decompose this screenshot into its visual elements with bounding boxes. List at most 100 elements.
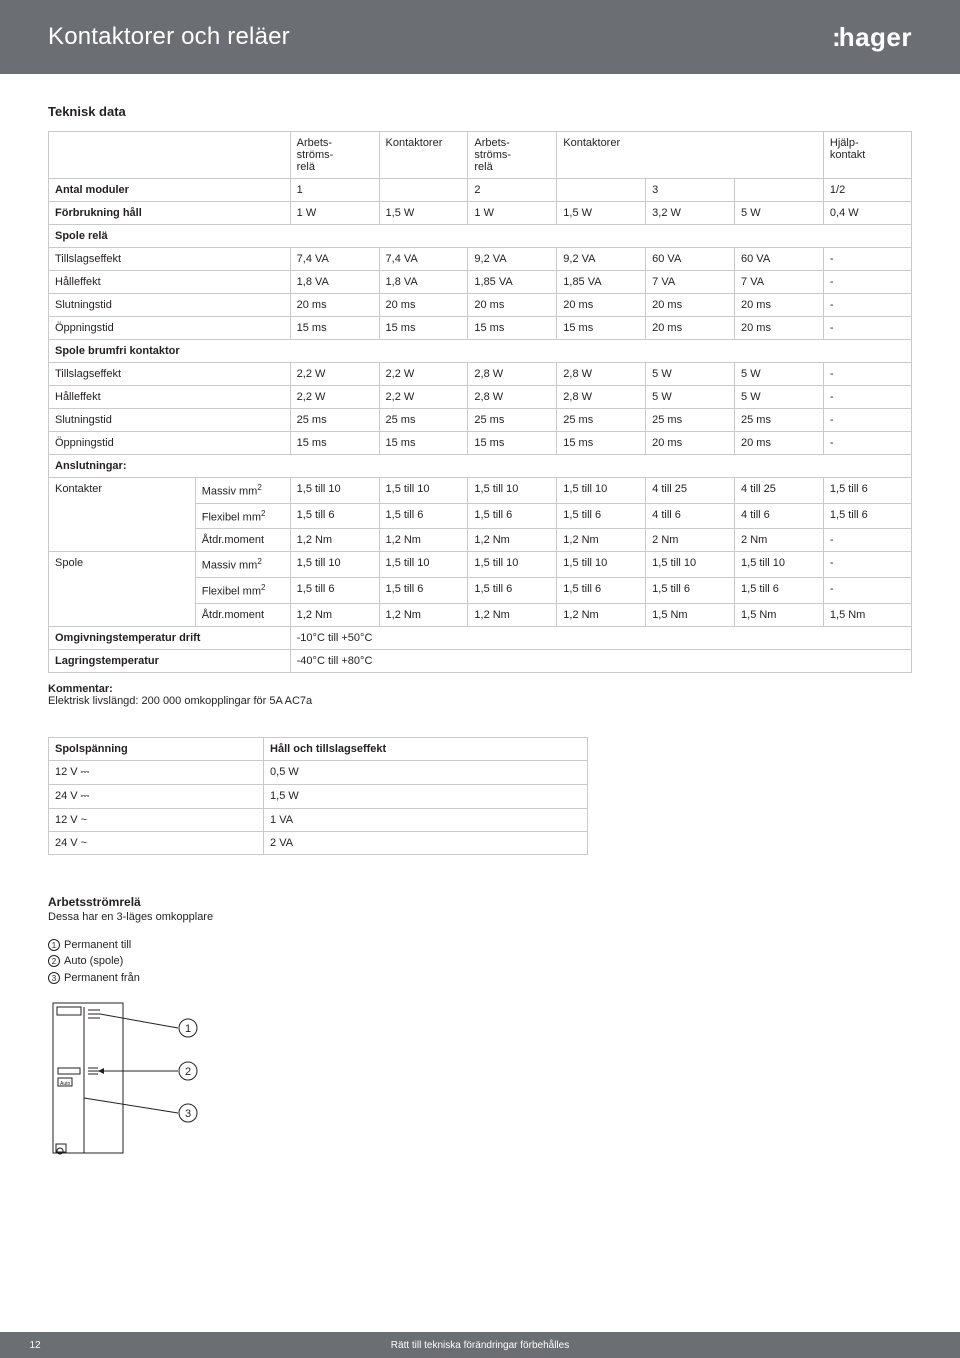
table-value-cell: 15 ms	[379, 432, 468, 455]
table-value-cell: 1,8 VA	[379, 271, 468, 294]
table-header-cell: Kontaktorer	[557, 132, 824, 179]
table-value-cell: 1,85 VA	[468, 271, 557, 294]
table-header-cell: Kontaktorer	[379, 132, 468, 179]
brand-logo: :hager	[832, 22, 912, 53]
table-value-cell: 15 ms	[557, 432, 646, 455]
table-group-cell: Spole	[49, 552, 196, 626]
small-table-cell: 12 V ~	[49, 808, 264, 831]
table-value-cell: 1,2 Nm	[557, 603, 646, 626]
table-row: Slutningstid25 ms25 ms25 ms25 ms25 ms25 …	[49, 409, 912, 432]
table-value-cell: 20 ms	[646, 317, 735, 340]
table-label-cell: Förbrukning håll	[49, 202, 291, 225]
table-value-cell: 1,5 Nm	[646, 603, 735, 626]
table-value-cell: 7,4 VA	[290, 248, 379, 271]
table-value-cell: 1,2 Nm	[290, 529, 379, 552]
table-value-cell: 60 VA	[646, 248, 735, 271]
table-value-cell: 7,4 VA	[379, 248, 468, 271]
small-table-cell: 12 V ⎓	[49, 760, 264, 784]
table-value-cell: 1	[290, 179, 379, 202]
relay-subtext: Dessa har en 3-läges omkopplare	[48, 911, 912, 923]
table-value-cell: 3,2 W	[646, 202, 735, 225]
table-value-cell: -	[823, 386, 911, 409]
table-value-cell: 2 Nm	[735, 529, 824, 552]
table-sublabel-cell: Flexibel mm2	[195, 503, 290, 529]
table-label-cell: Slutningstid	[49, 294, 291, 317]
small-table-row: 24 V ~2 VA	[49, 831, 588, 854]
table-value-cell: 20 ms	[735, 432, 824, 455]
table-value-cell: 20 ms	[468, 294, 557, 317]
table-value-cell: 2,8 W	[468, 363, 557, 386]
small-table-cell: 0,5 W	[264, 760, 588, 784]
table-value-cell: -	[823, 271, 911, 294]
table-value-cell: 1,5 Nm	[735, 603, 824, 626]
table-header-cell: Hjälp- kontakt	[823, 132, 911, 179]
section-heading: Teknisk data	[48, 104, 912, 119]
table-value-cell: 15 ms	[468, 317, 557, 340]
table-value-cell: 20 ms	[646, 294, 735, 317]
table-value-cell: -	[823, 409, 911, 432]
table-row: Spole relä	[49, 225, 912, 248]
table-value-cell: -	[823, 552, 911, 578]
table-value-cell: 4 till 6	[735, 503, 824, 529]
table-label-cell: Öppningstid	[49, 317, 291, 340]
relay-diagram: Auto 1 2 3	[48, 998, 912, 1173]
table-value-cell: 1,5 till 6	[735, 577, 824, 603]
table-value-cell: -	[823, 529, 911, 552]
mode-label: Auto (spole)	[64, 955, 123, 967]
table-row: Anslutningar:	[49, 455, 912, 478]
table-value-cell	[379, 179, 468, 202]
small-table-header: Håll och tillslagseffekt	[264, 737, 588, 760]
page-title: Kontaktorer och reläer	[48, 23, 290, 51]
table-value-cell: 1,2 Nm	[557, 529, 646, 552]
table-row: Tillslagseffekt7,4 VA7,4 VA9,2 VA9,2 VA6…	[49, 248, 912, 271]
table-value-cell: 2,2 W	[379, 363, 468, 386]
table-value-cell: 7 VA	[646, 271, 735, 294]
table-value-cell: 3	[646, 179, 735, 202]
small-table-cell: 24 V ~	[49, 831, 264, 854]
table-value-cell: 20 ms	[379, 294, 468, 317]
table-value-cell: 1,5 till 6	[646, 577, 735, 603]
table-value-cell: 4 till 25	[735, 478, 824, 504]
table-value-cell: 9,2 VA	[468, 248, 557, 271]
table-value-cell: 1,5 till 6	[823, 478, 911, 504]
table-row: Hålleffekt2,2 W2,2 W2,8 W2,8 W5 W5 W-	[49, 386, 912, 409]
table-value-cell: -	[823, 577, 911, 603]
table-value-cell: 1,5 till 10	[557, 552, 646, 578]
table-value-cell: 1,5 till 10	[468, 552, 557, 578]
small-table-cell: 2 VA	[264, 831, 588, 854]
page-footer: 12 Rätt till tekniska förändringar förbe…	[0, 1332, 960, 1358]
table-value-cell: -	[823, 248, 911, 271]
table-sublabel-cell: Åtdr.moment	[195, 529, 290, 552]
table-value-cell: 1,5 till 6	[379, 577, 468, 603]
table-value-cell: 7 VA	[735, 271, 824, 294]
table-value-cell: -40°C till +80°C	[290, 649, 911, 672]
table-value-cell: 4 till 6	[646, 503, 735, 529]
table-sublabel-cell: Massiv mm2	[195, 478, 290, 504]
diagram-callout-1: 1	[185, 1023, 191, 1035]
table-label-cell: Omgivningstemperatur drift	[49, 626, 291, 649]
table-value-cell: -	[823, 432, 911, 455]
table-value-cell: 2,8 W	[557, 363, 646, 386]
table-label-cell: Hålleffekt	[49, 271, 291, 294]
mode-list: 1Permanent till2Auto (spole)3Permanent f…	[48, 937, 912, 987]
table-value-cell: 1,5 till 6	[290, 577, 379, 603]
table-value-cell: 1,5 W	[557, 202, 646, 225]
small-table-header: Spolspänning	[49, 737, 264, 760]
table-value-cell: 1,5 till 6	[379, 503, 468, 529]
small-table-cell: 24 V ⎓	[49, 784, 264, 808]
page: Kontaktorer och reläer :hager Teknisk da…	[0, 0, 960, 1358]
small-table-cell: 1 VA	[264, 808, 588, 831]
table-value-cell: 20 ms	[557, 294, 646, 317]
mode-item: 2Auto (spole)	[48, 953, 912, 970]
table-row: Slutningstid20 ms20 ms20 ms20 ms20 ms20 …	[49, 294, 912, 317]
table-value-cell: 1,85 VA	[557, 271, 646, 294]
comment-text: Elektrisk livslängd: 200 000 omkopplinga…	[48, 695, 312, 707]
comment-block: Kommentar: Elektrisk livslängd: 200 000 …	[48, 683, 912, 707]
table-value-cell: 9,2 VA	[557, 248, 646, 271]
diagram-callout-3: 3	[185, 1108, 191, 1120]
table-value-cell: 20 ms	[735, 317, 824, 340]
table-value-cell: 1,2 Nm	[290, 603, 379, 626]
table-value-cell: 25 ms	[557, 409, 646, 432]
table-label-cell: Antal moduler	[49, 179, 291, 202]
table-section-cell: Spole brumfri kontaktor	[49, 340, 912, 363]
